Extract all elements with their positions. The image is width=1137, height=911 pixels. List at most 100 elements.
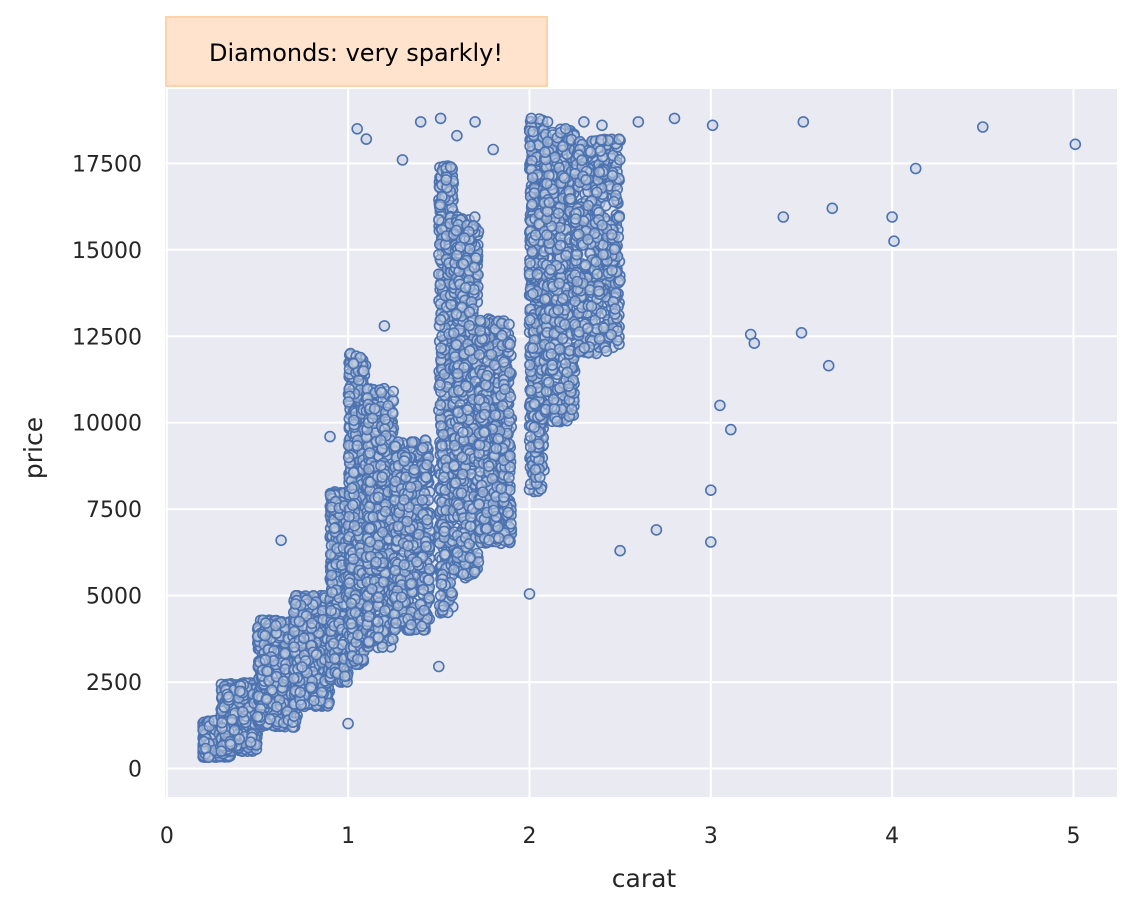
data-point xyxy=(325,604,337,617)
data-point xyxy=(234,685,246,698)
data-point xyxy=(226,713,238,726)
data-point xyxy=(342,396,355,408)
data-point xyxy=(389,564,402,577)
data-point xyxy=(370,556,382,569)
data-point xyxy=(228,724,241,737)
data-point xyxy=(308,694,320,707)
data-point xyxy=(346,499,359,512)
data-point xyxy=(295,699,307,711)
data-point xyxy=(423,592,435,604)
data-point xyxy=(434,313,447,326)
data-point xyxy=(298,632,310,645)
data-points xyxy=(197,112,1082,764)
data-point xyxy=(216,716,228,729)
data-point xyxy=(343,577,356,589)
data-point xyxy=(420,471,432,484)
data-point xyxy=(362,463,375,475)
data-point xyxy=(259,629,271,642)
data-point xyxy=(401,515,414,528)
data-point xyxy=(374,434,387,447)
data-point xyxy=(343,510,355,523)
data-point xyxy=(398,558,411,571)
data-point xyxy=(296,661,308,673)
data-point xyxy=(379,505,392,518)
data-point xyxy=(342,451,355,464)
data-point xyxy=(418,604,431,617)
data-point xyxy=(438,525,451,538)
data-point xyxy=(434,379,446,391)
data-point xyxy=(372,491,385,504)
data-point xyxy=(269,619,282,632)
data-point xyxy=(348,519,361,532)
data-point xyxy=(294,686,307,699)
data-point xyxy=(437,428,450,441)
data-point xyxy=(434,399,447,411)
data-point xyxy=(347,553,360,566)
data-point xyxy=(435,342,447,354)
data-point xyxy=(420,540,432,553)
data-point xyxy=(376,526,389,539)
data-point xyxy=(364,535,377,548)
data-point xyxy=(259,654,272,666)
data-point xyxy=(339,670,351,683)
data-point xyxy=(410,556,423,568)
data-point xyxy=(349,606,362,619)
data-point xyxy=(421,458,433,471)
data-point xyxy=(345,617,358,630)
data-point xyxy=(434,589,447,602)
data-point xyxy=(364,447,376,459)
data-point xyxy=(288,641,301,653)
data-point xyxy=(375,386,388,399)
data-point xyxy=(398,455,411,467)
data-point xyxy=(406,436,418,449)
data-point xyxy=(288,710,300,723)
data-point xyxy=(244,736,257,749)
data-point xyxy=(346,482,358,495)
data-point xyxy=(326,586,338,599)
data-point xyxy=(347,357,360,370)
data-point xyxy=(387,633,399,646)
data-point xyxy=(363,522,376,535)
data-point xyxy=(372,591,385,604)
data-point xyxy=(362,610,375,623)
data-point xyxy=(376,471,389,483)
data-point xyxy=(402,539,414,552)
data-point xyxy=(377,576,390,588)
data-point xyxy=(351,439,364,452)
data-point xyxy=(328,522,341,535)
data-point xyxy=(368,402,381,415)
data-point xyxy=(325,569,338,582)
data-point xyxy=(328,652,341,665)
data-point xyxy=(416,494,429,506)
data-point xyxy=(222,691,235,703)
data-point xyxy=(278,647,291,660)
data-point xyxy=(345,597,358,610)
data-point xyxy=(408,463,421,476)
data-point xyxy=(423,563,436,575)
data-point xyxy=(390,617,402,629)
data-point xyxy=(435,578,448,591)
data-point xyxy=(395,591,408,604)
data-point xyxy=(422,574,435,586)
data-point xyxy=(372,631,385,644)
data-point xyxy=(437,600,450,612)
data-point xyxy=(327,637,340,650)
data-point xyxy=(404,481,417,494)
data-point xyxy=(434,278,447,291)
data-point xyxy=(347,466,360,479)
data-point xyxy=(347,414,360,427)
data-point xyxy=(236,706,249,718)
data-point xyxy=(363,635,375,648)
data-point xyxy=(304,681,317,694)
data-point xyxy=(398,493,410,506)
data-point xyxy=(434,199,447,211)
data-point xyxy=(444,161,457,173)
data-point xyxy=(440,174,452,186)
data-point xyxy=(315,686,328,699)
data-point xyxy=(436,439,448,452)
data-point xyxy=(362,600,374,613)
data-point xyxy=(437,471,450,484)
data-point xyxy=(289,598,302,610)
data-point xyxy=(293,615,306,628)
